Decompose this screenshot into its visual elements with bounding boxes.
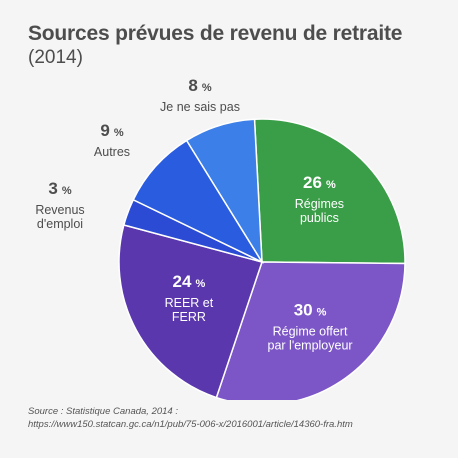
pie-slice bbox=[118, 224, 263, 399]
slice-category-label: Revenus d'emploi bbox=[35, 203, 84, 231]
pie-slice bbox=[185, 118, 263, 263]
slice-category-label: REER et FERR bbox=[165, 296, 214, 324]
slice-percent-label: 3% bbox=[48, 179, 71, 198]
slice-category-label: Je ne sais pas bbox=[160, 100, 240, 114]
slice-category-label: Régimes publics bbox=[295, 197, 344, 225]
pie-chart: 26 % Régimes publics 30 % Régime offert par l'e… bbox=[35, 76, 406, 400]
source-note: Source : Statistique Canada, 2014 : http… bbox=[28, 405, 353, 431]
slice-percent-label: 30% bbox=[294, 301, 327, 320]
source-link[interactable]: https://www150.statcan.gc.ca/n1/pub/75-0… bbox=[28, 419, 353, 430]
chart-title: Sources prévues de revenu de retraite bbox=[28, 22, 403, 45]
pie-slice bbox=[253, 118, 406, 265]
pie-slice bbox=[215, 261, 406, 400]
slice-percent-label: 26% bbox=[303, 173, 336, 192]
pie-slice bbox=[132, 139, 264, 264]
slice-category-label: Régime offert par l'employeur bbox=[268, 325, 353, 353]
chart-subtitle: (2014) bbox=[28, 47, 83, 68]
slice-percent-label: 24% bbox=[173, 272, 206, 291]
slice-percent-label: 9% bbox=[100, 121, 123, 140]
slice-category-label: Autres bbox=[94, 145, 130, 159]
slice-percent-label: 8% bbox=[188, 76, 211, 95]
source-line-1: Source : Statistique Canada, 2014 : bbox=[28, 406, 178, 417]
